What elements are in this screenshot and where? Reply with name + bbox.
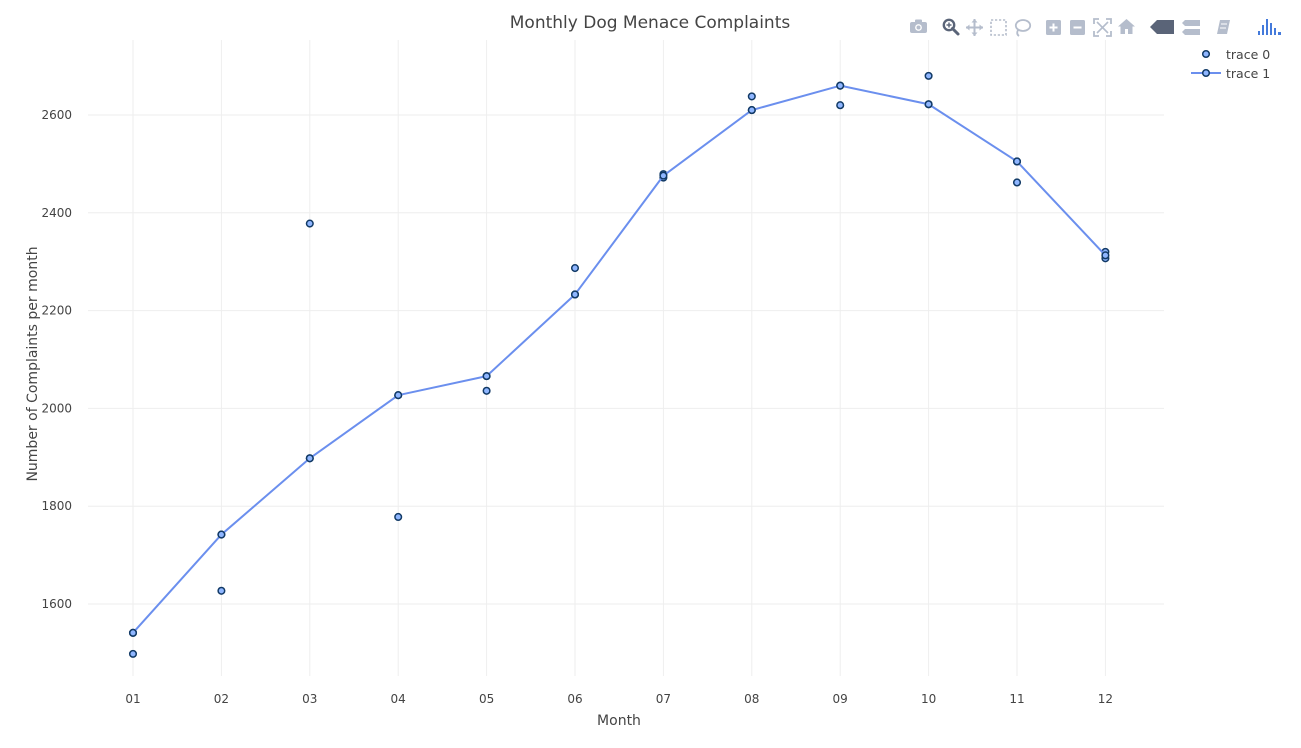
x-tick-label: 05 xyxy=(479,692,494,706)
spike-lines-icon[interactable] xyxy=(1150,20,1174,34)
box-select-icon[interactable] xyxy=(990,19,1007,36)
legend-item-trace-0[interactable]: trace 0 xyxy=(1201,47,1271,62)
chart-title: Monthly Dog Menace Complaints xyxy=(510,13,791,33)
y-tick-label: 1600 xyxy=(41,597,72,611)
data-point[interactable] xyxy=(394,391,403,400)
y-tick-label: 2000 xyxy=(41,401,72,415)
legend-marker-trace-0 xyxy=(1201,49,1211,59)
data-point[interactable] xyxy=(128,628,138,637)
x-tick-label: 08 xyxy=(744,692,759,706)
data-point[interactable] xyxy=(1101,251,1110,260)
pan-icon[interactable] xyxy=(966,19,983,36)
data-point[interactable] xyxy=(747,106,756,115)
y-axis-label: Number of Complaints per month xyxy=(25,246,41,481)
zoom-in-icon[interactable] xyxy=(1046,20,1061,35)
data-point[interactable] xyxy=(836,101,845,110)
edit-chart-icon[interactable] xyxy=(1217,20,1230,34)
y-tick-label: 2400 xyxy=(41,206,72,220)
legend-label-trace-1: trace 1 xyxy=(1226,66,1270,81)
series-trace-1 xyxy=(128,81,1110,637)
plotly-logo-icon[interactable] xyxy=(1258,19,1281,35)
data-point[interactable] xyxy=(217,530,226,539)
legend-label-trace-0: trace 0 xyxy=(1226,47,1270,62)
hover-compare-icon[interactable] xyxy=(1182,20,1200,35)
series-line xyxy=(132,84,1107,634)
y-tick-label: 2200 xyxy=(41,304,72,318)
data-point[interactable] xyxy=(924,71,933,80)
series-trace-0 xyxy=(128,71,1110,658)
data-point[interactable] xyxy=(659,171,668,180)
modebar xyxy=(910,18,1281,37)
y-tick-labels: 1600 1800 2000 2200 2400 2600 xyxy=(41,108,72,611)
x-tick-label: 07 xyxy=(656,692,671,706)
x-tick-label: 12 xyxy=(1098,692,1113,706)
data-point[interactable] xyxy=(394,512,403,522)
data-point[interactable] xyxy=(747,92,756,101)
data-point[interactable] xyxy=(482,372,491,381)
x-tick-label: 06 xyxy=(567,692,582,706)
plot-area[interactable] xyxy=(128,71,1110,658)
legend-marker-trace-1 xyxy=(1201,68,1211,78)
grid-lines xyxy=(88,40,1164,676)
x-axis-label: Month xyxy=(597,713,641,729)
data-point[interactable] xyxy=(570,264,580,273)
data-point[interactable] xyxy=(217,586,226,595)
x-tick-labels: 01 02 03 04 05 06 07 08 09 10 11 12 xyxy=(125,692,1113,706)
legend-item-trace-1[interactable]: trace 1 xyxy=(1191,66,1270,81)
legend: trace 0 trace 1 xyxy=(1191,47,1270,81)
autoscale-icon[interactable] xyxy=(1093,18,1112,37)
data-point[interactable] xyxy=(482,386,491,395)
camera-icon[interactable] xyxy=(910,19,927,34)
x-tick-label: 09 xyxy=(833,692,848,706)
zoom-out-icon[interactable] xyxy=(1070,20,1085,35)
x-tick-label: 04 xyxy=(391,692,406,706)
data-point[interactable] xyxy=(305,219,314,228)
data-point[interactable] xyxy=(836,81,845,90)
x-tick-label: 03 xyxy=(302,692,317,706)
x-tick-label: 10 xyxy=(921,692,936,706)
data-point[interactable] xyxy=(1012,157,1022,166)
data-point[interactable] xyxy=(305,454,314,463)
y-tick-label: 2600 xyxy=(41,108,72,122)
x-tick-label: 11 xyxy=(1009,692,1024,706)
x-tick-label: 01 xyxy=(125,692,140,706)
data-point[interactable] xyxy=(570,290,580,299)
reset-axes-icon[interactable] xyxy=(1118,19,1135,34)
data-point[interactable] xyxy=(1012,178,1022,187)
lasso-select-icon[interactable] xyxy=(1014,19,1032,37)
y-tick-label: 1800 xyxy=(41,499,72,513)
x-tick-label: 02 xyxy=(214,692,229,706)
data-point[interactable] xyxy=(924,100,933,109)
data-point[interactable] xyxy=(128,649,138,658)
zoom-icon[interactable] xyxy=(942,18,960,36)
